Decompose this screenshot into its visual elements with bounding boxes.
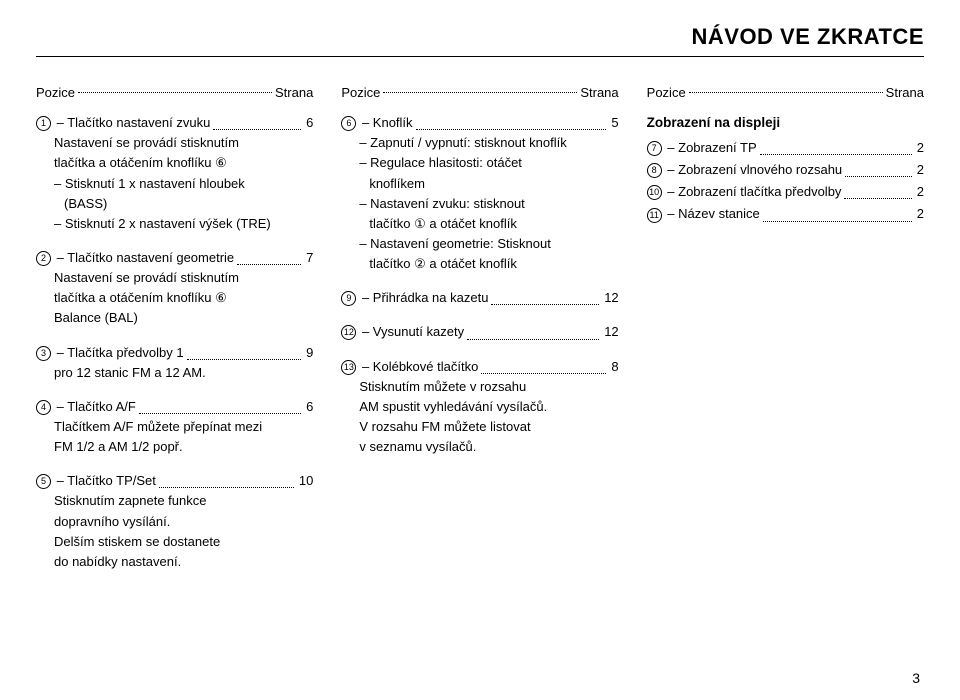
col3-entry-2: 8 – Zobrazení vlnového rozsahu 2 (647, 160, 924, 180)
col2-entry-3: 12 – Vysunutí kazety 12 (341, 322, 618, 342)
column-2: Pozice Strana 6 – Knoflík 5 – Zapnutí / … (341, 83, 618, 586)
column-1: Pozice Strana 1 – Tlačítko nastavení zvu… (36, 83, 313, 586)
col-head-right: Strana (886, 83, 924, 103)
entry-body: Tlačítkem A/F můžete přepínat mezi FM 1/… (36, 417, 313, 457)
col2-head: Pozice Strana (341, 83, 618, 103)
col2-entry-4: 13 – Kolébkové tlačítko 8 Stisknutím můž… (341, 357, 618, 458)
col2-entry-1: 6 – Knoflík 5 – Zapnutí / vypnutí: stisk… (341, 113, 618, 274)
entry-page: 2 (915, 204, 924, 224)
dots-icon (78, 83, 272, 93)
display-section-title: Zobrazení na displeji (647, 113, 924, 134)
entry-body: Nastavení se provádí stisknutím tlačítka… (36, 268, 313, 328)
dots-icon (187, 350, 302, 360)
entry-page: 2 (915, 138, 924, 158)
col-head-right: Strana (275, 83, 313, 103)
col-head-left: Pozice (36, 83, 75, 103)
entry-body: Stisknutím zapnete funkce dopravního vys… (36, 491, 313, 572)
entry-page: 6 (304, 397, 313, 417)
entry-lead: – Přihrádka na kazetu (362, 290, 488, 305)
col-head-right: Strana (580, 83, 618, 103)
entry-body: – Zapnutí / vypnutí: stisknout knoflík –… (341, 133, 618, 274)
circled-4-icon: 4 (36, 400, 51, 415)
entry-body: Nastavení se provádí stisknutím tlačítka… (36, 133, 313, 234)
columns-container: Pozice Strana 1 – Tlačítko nastavení zvu… (36, 83, 924, 586)
col1-head: Pozice Strana (36, 83, 313, 103)
entry-lead: – Zobrazení vlnového rozsahu (667, 162, 842, 177)
entry-page: 9 (304, 343, 313, 363)
entry-lead: – Tlačítko nastavení geometrie (57, 250, 235, 265)
dots-icon (159, 478, 294, 488)
dots-icon (416, 120, 607, 130)
entry-page: 12 (602, 322, 618, 342)
entry-lead: – Knoflík (362, 115, 413, 130)
entry-lead: – Kolébkové tlačítko (362, 359, 478, 374)
dots-icon (491, 295, 599, 305)
entry-body: pro 12 stanic FM a 12 AM. (36, 363, 313, 383)
dots-icon (481, 364, 606, 374)
dots-icon (689, 83, 883, 93)
circled-10-icon: 10 (647, 185, 662, 200)
col3-entry-1: 7 – Zobrazení TP 2 (647, 138, 924, 158)
entry-lead: – Tlačítka předvolby 1 (57, 345, 184, 360)
dots-icon (383, 83, 577, 93)
circled-8-icon: 8 (647, 163, 662, 178)
col1-entry-1: 1 – Tlačítko nastavení zvuku 6 Nastavení… (36, 113, 313, 234)
dots-icon (760, 145, 912, 155)
entry-lead: – Tlačítko A/F (57, 399, 136, 414)
entry-page: 7 (304, 248, 313, 268)
col-head-left: Pozice (647, 83, 686, 103)
circled-2-icon: 2 (36, 251, 51, 266)
entry-lead: – Zobrazení tlačítka předvolby (667, 184, 841, 199)
circled-7-icon: 7 (647, 141, 662, 156)
entry-lead: – Zobrazení TP (667, 140, 756, 155)
circled-5-icon: 5 (36, 474, 51, 489)
col-head-left: Pozice (341, 83, 380, 103)
circled-11-icon: 11 (647, 208, 662, 223)
entry-page: 6 (304, 113, 313, 133)
entry-lead: – Tlačítko TP/Set (57, 473, 156, 488)
col2-entry-2: 9 – Přihrádka na kazetu 12 (341, 288, 618, 308)
entry-lead: – Vysunutí kazety (362, 324, 464, 339)
circled-12-icon: 12 (341, 325, 356, 340)
dots-icon (139, 404, 301, 414)
col1-entry-5: 5 – Tlačítko TP/Set 10 Stisknutím zapnet… (36, 471, 313, 572)
entry-body: Stisknutím můžete v rozsahu AM spustit v… (341, 377, 618, 458)
dots-icon (844, 189, 911, 199)
col3-entry-4: 11 – Název stanice 2 (647, 204, 924, 224)
col1-entry-2: 2 – Tlačítko nastavení geometrie 7 Nasta… (36, 248, 313, 329)
entry-page: 5 (609, 113, 618, 133)
dots-icon (763, 212, 912, 222)
entry-page: 10 (297, 471, 313, 491)
circled-3-icon: 3 (36, 346, 51, 361)
col1-entry-3: 3 – Tlačítka předvolby 1 9 pro 12 stanic… (36, 343, 313, 383)
entry-page: 2 (915, 182, 924, 202)
circled-9-icon: 9 (341, 291, 356, 306)
header-rule (36, 56, 924, 57)
circled-1-icon: 1 (36, 116, 51, 131)
circled-13-icon: 13 (341, 360, 356, 375)
dots-icon (213, 120, 301, 130)
entry-lead: – Název stanice (667, 206, 760, 221)
entry-page: 8 (609, 357, 618, 377)
col1-entry-4: 4 – Tlačítko A/F 6 Tlačítkem A/F můžete … (36, 397, 313, 457)
dots-icon (845, 167, 912, 177)
entry-lead: – Tlačítko nastavení zvuku (57, 115, 211, 130)
col3-entry-3: 10 – Zobrazení tlačítka předvolby 2 (647, 182, 924, 202)
entry-page: 2 (915, 160, 924, 180)
col3-head: Pozice Strana (647, 83, 924, 103)
column-3: Pozice Strana Zobrazení na displeji 7 – … (647, 83, 924, 586)
page-number: 3 (912, 670, 920, 686)
dots-icon (467, 330, 599, 340)
entry-page: 12 (602, 288, 618, 308)
dots-icon (237, 255, 301, 265)
circled-6-icon: 6 (341, 116, 356, 131)
page-header: NÁVOD VE ZKRATCE (36, 24, 924, 50)
